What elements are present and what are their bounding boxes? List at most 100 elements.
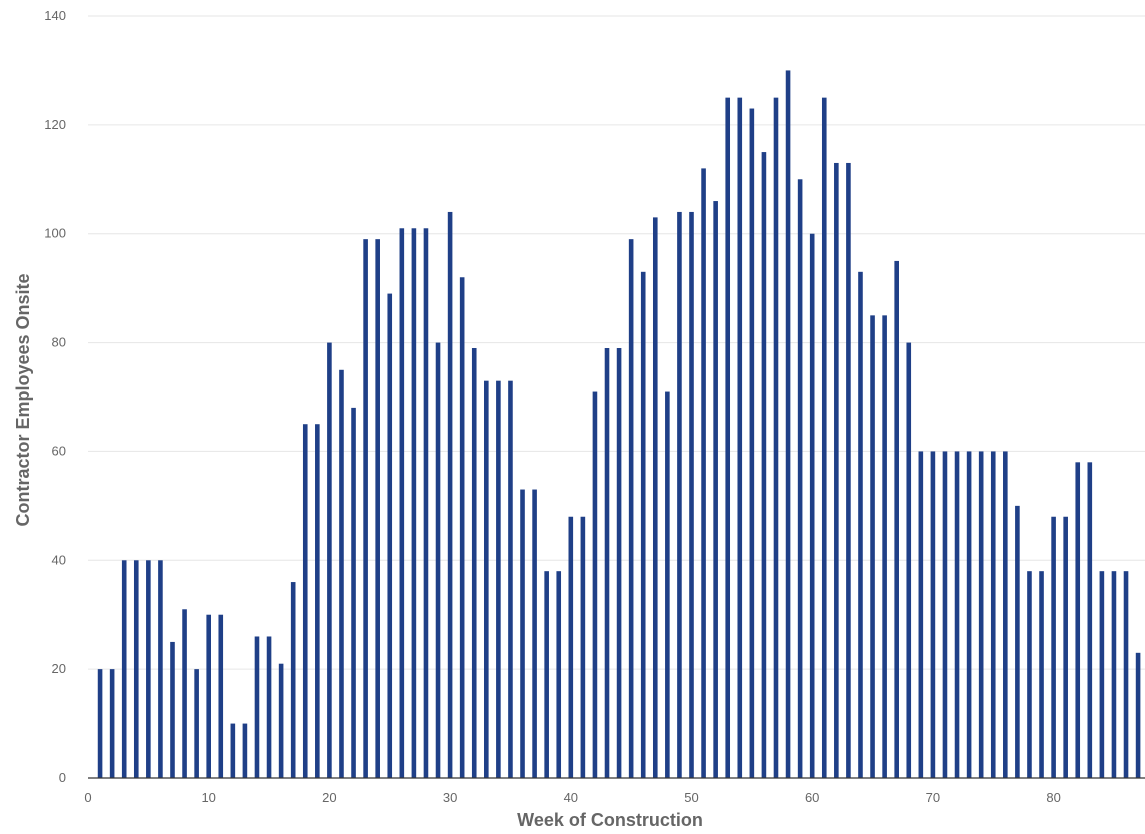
bar <box>387 293 393 778</box>
bar <box>1063 516 1068 778</box>
bar <box>894 260 899 778</box>
bar <box>725 97 731 778</box>
bar <box>1099 571 1105 778</box>
bar <box>423 228 429 778</box>
bar <box>640 271 646 778</box>
bar <box>677 211 682 778</box>
x-tick-label: 70 <box>926 790 940 805</box>
bar <box>628 239 634 778</box>
x-tick-label: 50 <box>684 790 698 805</box>
bar <box>435 342 441 778</box>
bar <box>556 571 562 778</box>
x-tick-label: 40 <box>564 790 578 805</box>
bar <box>749 108 755 779</box>
bar <box>496 380 501 778</box>
bar <box>1003 451 1008 778</box>
bar <box>616 348 622 778</box>
y-tick-label: 0 <box>59 770 66 785</box>
bar <box>785 70 791 778</box>
bar <box>290 582 296 778</box>
bar <box>652 217 658 778</box>
bar <box>218 614 224 778</box>
x-tick-labels: 0 10 20 30 40 50 60 70 80 <box>84 790 1060 805</box>
bar <box>532 489 537 778</box>
bar <box>146 560 151 778</box>
bar <box>870 315 875 778</box>
bar <box>399 228 405 778</box>
bar <box>351 407 356 778</box>
bar <box>1135 652 1141 778</box>
bar <box>254 636 260 778</box>
bar <box>1051 516 1056 778</box>
bar <box>882 315 887 778</box>
bar <box>121 560 127 778</box>
bar <box>447 211 453 778</box>
bar <box>665 391 670 778</box>
bar <box>206 614 211 778</box>
bar <box>1039 571 1044 778</box>
bar <box>339 369 344 778</box>
y-tick-label: 120 <box>44 117 66 132</box>
bar <box>242 723 248 778</box>
bar <box>109 669 115 778</box>
bar <box>737 97 743 778</box>
bar <box>544 571 549 778</box>
y-tick-label: 60 <box>52 443 66 458</box>
bar <box>918 451 924 778</box>
x-tick-label: 0 <box>84 790 91 805</box>
bar <box>158 560 163 778</box>
bar <box>713 201 718 779</box>
bar <box>990 451 996 778</box>
bar <box>182 609 187 778</box>
bar <box>858 271 863 778</box>
bar <box>568 516 574 778</box>
bar <box>846 162 851 778</box>
bar <box>930 451 936 778</box>
gridlines <box>88 15 1145 670</box>
y-tick-labels: 0 20 40 60 80 100 120 140 <box>44 8 66 785</box>
bar-series <box>97 70 1141 779</box>
x-tick-label: 10 <box>201 790 215 805</box>
bar <box>592 391 598 778</box>
bar <box>604 348 610 778</box>
bar <box>302 424 308 778</box>
y-tick-label: 100 <box>44 226 66 241</box>
bar <box>773 97 779 778</box>
y-tick-label: 80 <box>52 335 66 350</box>
bar <box>942 451 948 778</box>
bar <box>797 179 803 779</box>
bar <box>230 723 236 778</box>
x-tick-label: 60 <box>805 790 819 805</box>
bar <box>520 489 525 778</box>
bar <box>315 424 320 778</box>
bar <box>484 380 489 778</box>
bar <box>809 233 815 778</box>
bar <box>821 97 827 778</box>
bar <box>1075 462 1081 778</box>
bar <box>978 451 984 778</box>
bar <box>266 636 272 778</box>
bar <box>375 239 380 778</box>
bar <box>411 228 417 778</box>
y-tick-label: 140 <box>44 8 66 23</box>
x-tick-label: 80 <box>1046 790 1060 805</box>
bar <box>966 451 972 778</box>
bar <box>1111 571 1117 778</box>
bar <box>327 342 332 778</box>
bar <box>701 168 706 778</box>
bar <box>363 239 368 778</box>
bar <box>1123 571 1129 778</box>
x-tick-label: 20 <box>322 790 336 805</box>
bar <box>1015 505 1020 778</box>
bar <box>278 663 284 778</box>
bar <box>133 560 139 778</box>
bar <box>170 641 175 778</box>
bar <box>580 516 586 778</box>
bar <box>97 669 103 778</box>
y-tick-label: 40 <box>52 552 66 567</box>
bar <box>508 380 513 778</box>
bar <box>761 152 767 779</box>
x-tick-label: 30 <box>443 790 457 805</box>
bar <box>194 669 199 778</box>
